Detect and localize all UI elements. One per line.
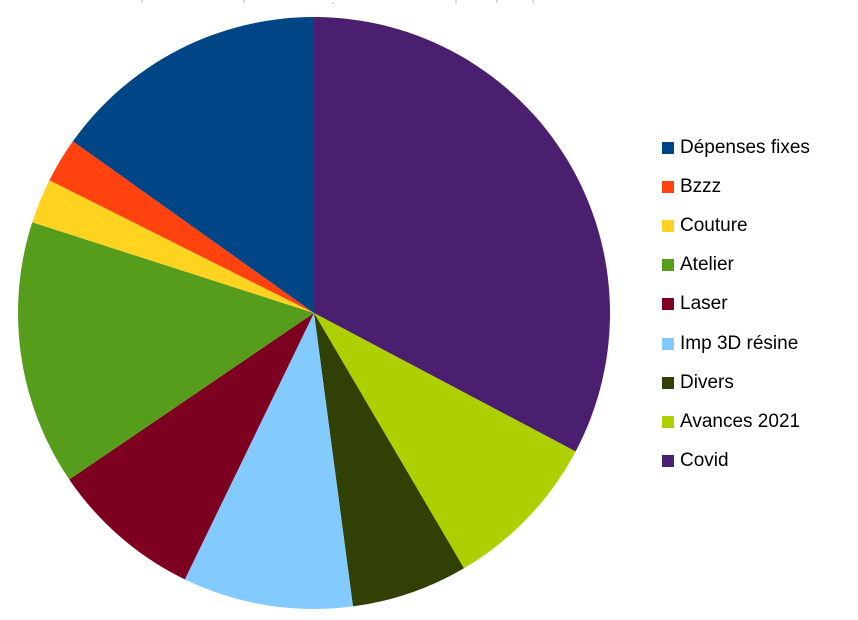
legend-label: Atelier xyxy=(680,254,734,276)
legend-label: Imp 3D résine xyxy=(680,332,799,354)
axis-remnant-ticks xyxy=(141,0,534,4)
pie-slice-divers xyxy=(314,313,464,607)
legend-swatch xyxy=(662,259,674,272)
legend-label: Avances 2021 xyxy=(680,410,801,432)
legend-label: Dépenses fixes xyxy=(680,136,810,158)
pie-slice-couture xyxy=(32,180,314,313)
legend-label: Laser xyxy=(680,293,728,315)
pie-slice-laser xyxy=(69,313,314,580)
legend-entry-d-penses-fixes: Dépenses fixes xyxy=(662,128,810,167)
legend-entry-couture: Couture xyxy=(662,206,810,245)
legend-entry-bzzz: Bzzz xyxy=(662,167,810,206)
pie-slice-avances-2021 xyxy=(314,313,576,569)
legend-label: Couture xyxy=(680,214,748,236)
legend-swatch xyxy=(662,180,674,193)
legend: Dépenses fixes Bzzz Couture Atelier Laser Imp… xyxy=(662,128,810,481)
legend-entry-imp-3d-r-sine: Imp 3D résine xyxy=(662,324,810,363)
legend-entry-atelier: Atelier xyxy=(662,246,810,285)
pie-slice-bzzz xyxy=(49,141,315,313)
legend-label: Divers xyxy=(680,371,734,393)
legend-label: Bzzz xyxy=(680,175,722,197)
legend-swatch xyxy=(662,141,674,154)
pie-slice-covid xyxy=(314,17,611,452)
pie-slice-atelier xyxy=(17,222,315,480)
pie-slice-imp-3d-r-sine xyxy=(184,313,353,609)
legend-entry-divers: Divers xyxy=(662,363,810,402)
legend-swatch xyxy=(662,298,674,311)
legend-label: Covid xyxy=(680,450,729,472)
pie-slice-d-penses-fixes xyxy=(72,16,314,313)
legend-entry-covid: Covid xyxy=(662,442,810,481)
legend-entry-avances-2021: Avances 2021 xyxy=(662,402,810,441)
legend-swatch xyxy=(662,376,674,389)
legend-swatch xyxy=(662,337,674,350)
pie-slices xyxy=(17,16,611,609)
legend-swatch xyxy=(662,219,674,232)
legend-entry-laser: Laser xyxy=(662,285,810,324)
legend-swatch xyxy=(662,455,674,468)
legend-swatch xyxy=(662,415,674,428)
